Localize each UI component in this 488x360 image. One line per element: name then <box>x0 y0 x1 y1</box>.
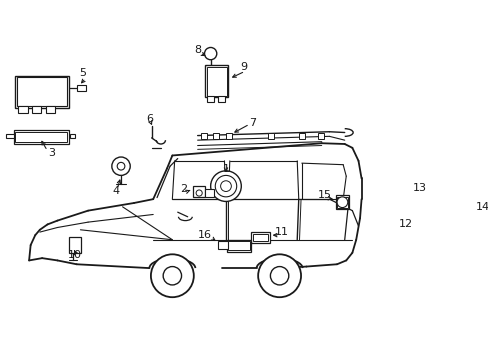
Bar <box>206 67 226 96</box>
Text: 2: 2 <box>180 184 187 194</box>
Circle shape <box>163 266 181 285</box>
Bar <box>336 197 347 208</box>
Text: 8: 8 <box>194 45 201 55</box>
Bar <box>77 85 85 91</box>
Bar <box>193 186 205 197</box>
Circle shape <box>204 48 216 60</box>
Bar <box>200 132 206 139</box>
Circle shape <box>151 254 193 297</box>
Bar <box>424 194 438 211</box>
Bar <box>46 107 55 113</box>
Bar <box>228 241 249 251</box>
Bar <box>459 207 472 217</box>
Circle shape <box>117 162 124 170</box>
Text: 16: 16 <box>198 230 212 240</box>
Bar <box>298 132 304 139</box>
Text: 14: 14 <box>474 202 488 212</box>
Circle shape <box>220 181 231 192</box>
Bar <box>206 96 214 102</box>
Bar <box>335 195 348 209</box>
Bar <box>15 132 67 143</box>
Text: 9: 9 <box>240 62 246 72</box>
Bar <box>15 76 69 108</box>
Text: 3: 3 <box>48 148 56 158</box>
Bar <box>17 77 67 107</box>
Circle shape <box>210 171 241 202</box>
Text: 4: 4 <box>113 186 120 197</box>
Bar <box>217 96 225 102</box>
Bar <box>267 132 274 139</box>
Text: 1: 1 <box>222 163 229 174</box>
Circle shape <box>196 190 202 196</box>
Bar <box>69 238 81 253</box>
Circle shape <box>215 175 236 197</box>
Bar <box>418 228 438 235</box>
Bar <box>317 132 324 139</box>
Circle shape <box>336 197 347 208</box>
Text: 6: 6 <box>145 114 153 124</box>
Bar <box>70 134 75 138</box>
Circle shape <box>258 254 301 297</box>
Text: 7: 7 <box>249 118 256 127</box>
Text: 13: 13 <box>412 183 426 193</box>
Text: 11: 11 <box>274 227 288 237</box>
Bar <box>460 208 471 216</box>
Text: 15: 15 <box>317 190 331 200</box>
Bar <box>251 232 269 243</box>
Bar <box>32 107 41 113</box>
Bar <box>218 241 227 249</box>
Bar <box>212 132 219 139</box>
Text: 5: 5 <box>79 68 86 78</box>
Bar <box>252 234 267 241</box>
Bar <box>417 226 440 237</box>
Bar <box>205 65 228 97</box>
Bar <box>14 130 69 144</box>
Bar <box>226 240 251 252</box>
Text: 12: 12 <box>398 220 412 229</box>
Text: 10: 10 <box>68 250 82 260</box>
Circle shape <box>270 266 288 285</box>
Bar <box>205 189 214 197</box>
Bar <box>19 107 27 113</box>
Circle shape <box>112 157 130 175</box>
Bar <box>6 134 14 138</box>
Bar <box>225 132 232 139</box>
Bar <box>426 195 436 209</box>
